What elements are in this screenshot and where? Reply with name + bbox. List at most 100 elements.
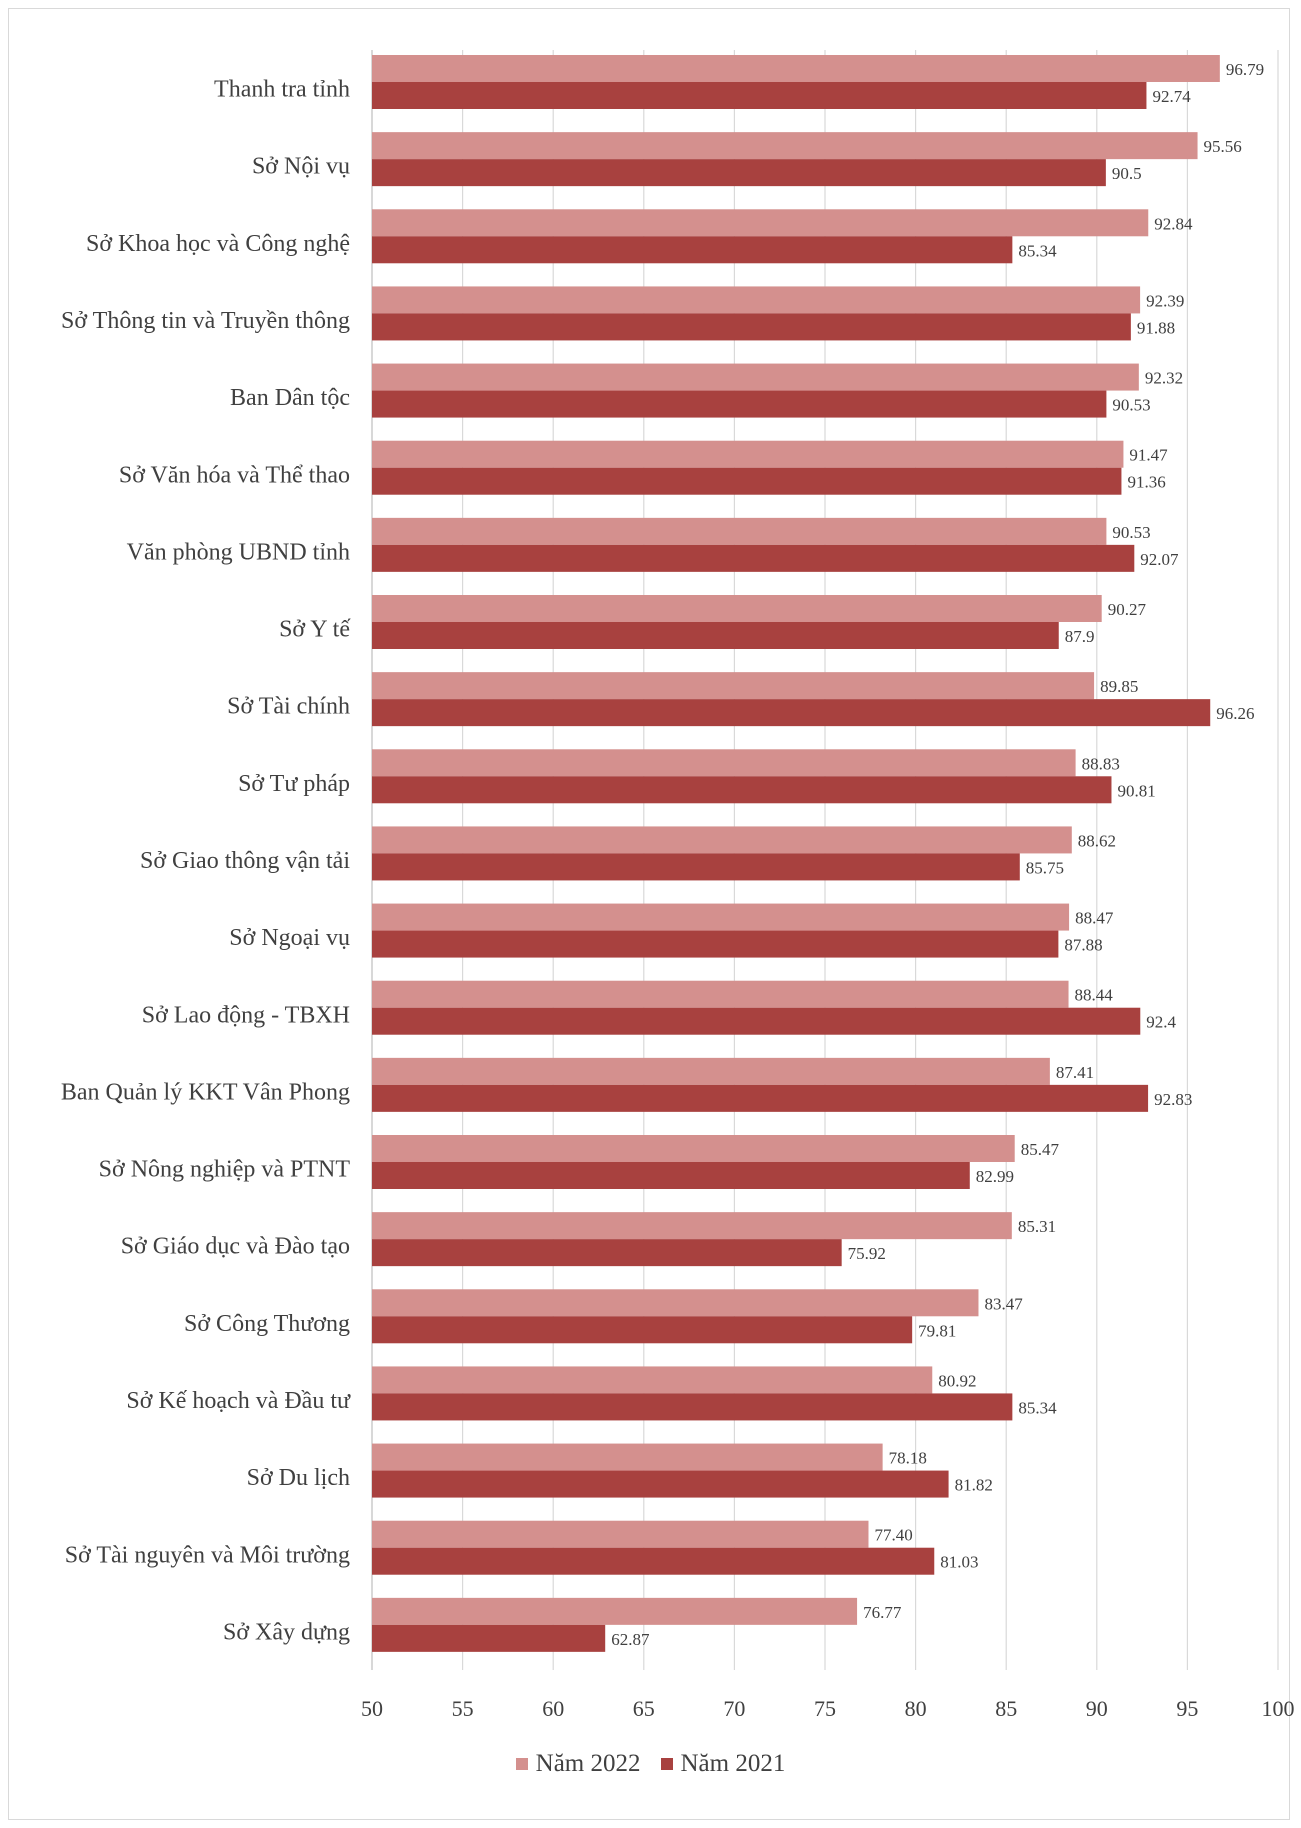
bar-2022 (372, 286, 1141, 314)
data-label-2021: 91.88 (1137, 318, 1175, 337)
data-label-2021: 90.5 (1112, 164, 1142, 183)
data-label-2022: 90.27 (1108, 600, 1147, 619)
legend-label-2022: Năm 2022 (535, 1750, 641, 1777)
bar-2022 (372, 517, 1107, 545)
x-tick-label-80: 80 (905, 1696, 927, 1721)
category-label: Sở Văn hóa và Thể thao (119, 462, 350, 488)
x-tick-label-100: 100 (1262, 1696, 1295, 1721)
data-label-2021: 90.53 (1112, 396, 1150, 415)
x-tick-label-90: 90 (1086, 1696, 1108, 1721)
category-label: Sở Kế hoạch và Đầu tư (126, 1388, 351, 1414)
data-label-2022: 89.85 (1100, 677, 1138, 696)
data-label-2022: 88.47 (1075, 909, 1114, 928)
data-label-2022: 78.18 (889, 1449, 927, 1468)
data-label-2022: 77.40 (874, 1526, 912, 1545)
data-label-2022: 88.62 (1078, 831, 1116, 850)
bar-2021 (372, 776, 1112, 804)
data-label-2021: 92.4 (1146, 1013, 1176, 1032)
data-label-2021: 82.99 (976, 1167, 1014, 1186)
data-label-2022: 88.44 (1075, 986, 1114, 1005)
data-label-2021: 85.34 (1018, 241, 1057, 260)
data-label-2022: 95.56 (1204, 137, 1242, 156)
data-label-2022: 88.83 (1082, 754, 1120, 773)
bar-2021 (372, 1393, 1013, 1421)
category-label: Sở Khoa học và Công nghệ (86, 231, 350, 257)
bar-2022 (372, 672, 1095, 700)
category-label: Sở Thông tin và Truyền thông (61, 308, 350, 334)
data-label-2022: 85.47 (1021, 1140, 1060, 1159)
bar-2022 (372, 209, 1149, 237)
data-label-2021: 90.81 (1117, 781, 1155, 800)
category-label: Sở Xây dựng (223, 1619, 350, 1645)
bar-2021 (372, 1470, 949, 1498)
legend-swatch-2022 (515, 1758, 528, 1770)
category-label: Sở Nội vụ (252, 154, 350, 180)
bar-2021 (372, 930, 1059, 958)
data-label-2021: 87.9 (1065, 627, 1095, 646)
data-label-2022: 96.79 (1226, 60, 1264, 79)
bar-2021 (372, 544, 1135, 572)
category-label: Sở Du lịch (247, 1465, 350, 1491)
bar-2021 (372, 390, 1107, 418)
data-label-2021: 85.75 (1026, 858, 1064, 877)
bar-2021 (372, 1162, 970, 1189)
x-tick-label-75: 75 (814, 1696, 836, 1721)
bar-2022 (372, 903, 1070, 931)
legend-swatch-2021 (660, 1758, 673, 1770)
bar-2022 (372, 1057, 1050, 1085)
data-label-2021: 85.34 (1018, 1398, 1057, 1417)
data-label-2022: 92.32 (1145, 369, 1183, 388)
bar-2022 (372, 1520, 869, 1548)
x-tick-label-60: 60 (542, 1696, 564, 1721)
bar-2022 (372, 1212, 1012, 1240)
legend: Năm 2022 Năm 2021 (0, 1750, 1301, 1778)
data-label-2021: 81.03 (940, 1553, 978, 1572)
data-label-2022: 87.41 (1056, 1063, 1094, 1082)
data-label-2022: 91.47 (1129, 446, 1168, 465)
data-labels: 96.79 92.74 95.56 90.5 92.84 85.34 92.39 91.88 9… (611, 60, 1264, 1649)
bar-2021 (372, 1316, 913, 1344)
x-tick-label-85: 85 (995, 1696, 1017, 1721)
bar-2021 (372, 159, 1106, 187)
bar-2022 (372, 980, 1069, 1008)
data-label-2022: 83.47 (984, 1294, 1023, 1313)
category-label: Sở Tài nguyên và Môi trường (65, 1542, 350, 1568)
category-labels: Thanh tra tỉnh Sở Nội vụ Sở Khoa học và Cô… (61, 77, 351, 1646)
x-axis-ticks: 50 55 60 65 70 75 80 85 90 95 100 (361, 1696, 1295, 1721)
bar-2021 (372, 467, 1122, 495)
category-label: Ban Dân tộc (230, 385, 350, 411)
category-label: Ban Quản lý KKT Vân Phong (61, 1079, 350, 1105)
bar-2022 (372, 1366, 933, 1394)
x-tick-label-70: 70 (723, 1696, 745, 1721)
x-tick-label-50: 50 (361, 1696, 383, 1721)
category-label: Văn phòng UBND tỉnh (127, 539, 350, 565)
bar-2021 (372, 1239, 842, 1267)
bar-2021 (372, 699, 1211, 727)
bar-2022 (372, 1597, 858, 1625)
data-label-2022: 85.31 (1018, 1217, 1056, 1236)
bar-2021 (372, 236, 1013, 264)
bar-2022 (372, 440, 1124, 468)
bar-2022 (372, 1135, 1015, 1162)
bar-2021 (372, 1007, 1141, 1035)
category-label: Sở Công Thương (184, 1311, 350, 1337)
data-label-2021: 92.83 (1154, 1090, 1192, 1109)
category-label: Sở Ngoại vụ (229, 925, 350, 951)
data-label-2021: 87.88 (1064, 936, 1102, 955)
x-tick-label-65: 65 (633, 1696, 655, 1721)
data-label-2022: 76.77 (863, 1603, 902, 1622)
bar-2022 (372, 55, 1220, 82)
category-label: Thanh tra tỉnh (214, 77, 350, 103)
data-label-2022: 80.92 (938, 1371, 976, 1390)
bar-2022 (372, 363, 1139, 391)
category-label: Sở Giáo dục và Đào tạo (121, 1234, 350, 1260)
data-label-2021: 62.87 (611, 1630, 650, 1649)
category-label: Sở Tài chính (227, 694, 350, 720)
category-label: Sở Nông nghiệp và PTNT (99, 1157, 351, 1183)
bar-2022 (372, 1289, 979, 1317)
bar-2021 (372, 1624, 606, 1652)
bars (372, 55, 1220, 1652)
category-label: Sở Tư pháp (238, 771, 350, 797)
data-label-2021: 91.36 (1127, 473, 1165, 492)
data-label-2022: 92.84 (1154, 214, 1193, 233)
